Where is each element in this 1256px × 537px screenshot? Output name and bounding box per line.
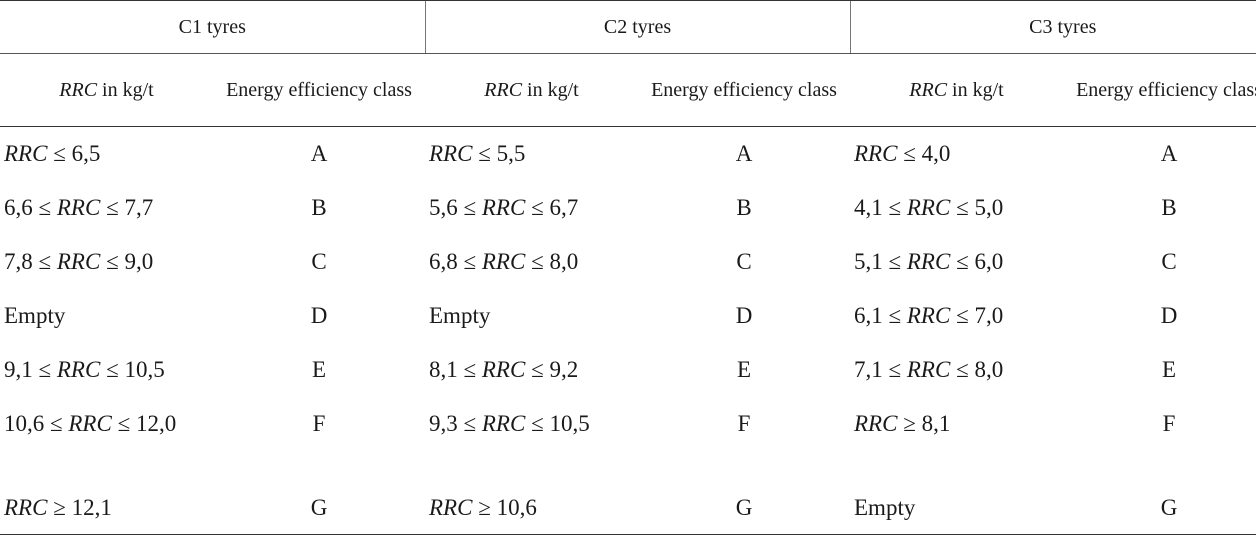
rrc-range-cell: 6,1 ≤ RRC ≤ 7,0 — [854, 302, 1004, 328]
rrc-range-cell: Empty — [850, 480, 1063, 535]
rrc-range-cell: Empty — [429, 302, 491, 328]
class-header: Energy efficiency class — [1063, 53, 1256, 127]
energy-class-cell: G — [1063, 480, 1256, 535]
rrc-range-cell: RRC ≥ 8,1 — [854, 410, 951, 436]
sub-header-row: RRC in kg/t Energy efficiency class RRC … — [0, 53, 1256, 127]
group-header-row: C1 tyres C2 tyres C3 tyres — [0, 0, 1256, 54]
rrc-range-cell: RRC ≥ 12,1 — [0, 480, 213, 535]
table-row: 7,8 ≤ RRC ≤ 9,0 C 6,8 ≤ RRC ≤ 8,0 C 5,1 ≤ RR… — [0, 235, 1256, 289]
rrc-symbol: RRC — [909, 79, 948, 101]
table-body: RRC ≤ 6,5 A RRC ≤ 5,5 A RRC ≤ 4,0 A 6,6 ≤ RRC … — [0, 127, 1256, 535]
energy-class-cell: E — [311, 356, 327, 382]
rrc-range-cell: 7,8 ≤ RRC ≤ 9,0 — [4, 248, 154, 274]
rrc-symbol: RRC — [59, 79, 98, 101]
class-header: Energy efficiency class — [213, 53, 425, 127]
rrc-unit: in kg/t — [947, 79, 1004, 101]
energy-class-cell: A — [1160, 141, 1178, 166]
energy-class-cell: D — [735, 302, 753, 328]
energy-class-cell: D — [1160, 302, 1178, 328]
rrc-range-cell: 9,3 ≤ RRC ≤ 10,5 — [429, 410, 590, 436]
rrc-range-cell: 5,6 ≤ RRC ≤ 6,7 — [429, 194, 579, 220]
table-row: Empty D Empty D 6,1 ≤ RRC ≤ 7,0 D — [0, 289, 1256, 343]
rrc-range-cell: RRC ≤ 4,0 — [854, 141, 951, 166]
rrc-range-cell: 9,1 ≤ RRC ≤ 10,5 — [4, 356, 165, 382]
table-row: 6,6 ≤ RRC ≤ 7,7 B 5,6 ≤ RRC ≤ 6,7 B 4,1 ≤ RR… — [0, 181, 1256, 235]
energy-class-cell: C — [311, 248, 327, 274]
rrc-header: RRC in kg/t — [0, 53, 213, 127]
table-row: 9,1 ≤ RRC ≤ 10,5 E 8,1 ≤ RRC ≤ 9,2 E 7,1 ≤ R… — [0, 343, 1256, 397]
group-header-c2: C2 tyres — [424, 0, 850, 54]
energy-class-cell: G — [638, 480, 850, 535]
energy-class-cell: A — [310, 141, 328, 166]
table-row: RRC ≥ 12,1 G RRC ≥ 10,6 G Empty G — [0, 480, 1256, 535]
rrc-unit: in kg/t — [522, 79, 579, 101]
rrc-range-cell: 5,1 ≤ RRC ≤ 6,0 — [854, 248, 1004, 274]
rrc-range-cell: 8,1 ≤ RRC ≤ 9,2 — [429, 356, 579, 382]
energy-class-cell: E — [1161, 356, 1177, 382]
energy-class-cell: F — [1162, 410, 1176, 436]
energy-class-cell: E — [736, 356, 752, 382]
energy-class-cell: B — [311, 194, 327, 220]
table-row: RRC ≤ 6,5 A RRC ≤ 5,5 A RRC ≤ 4,0 A — [0, 127, 1256, 181]
group-header-c3: C3 tyres — [849, 0, 1256, 54]
energy-class-cell: G — [213, 480, 425, 535]
rrc-range-cell: 4,1 ≤ RRC ≤ 5,0 — [854, 194, 1004, 220]
energy-class-cell: F — [737, 410, 751, 436]
rrc-symbol: RRC — [484, 79, 523, 101]
rrc-range-cell: 6,8 ≤ RRC ≤ 8,0 — [429, 248, 579, 274]
rrc-unit: in kg/t — [97, 79, 154, 101]
group-header-c1: C1 tyres — [0, 0, 425, 54]
rrc-range-cell: RRC ≥ 10,6 — [425, 480, 638, 535]
rrc-range-cell: Empty — [4, 302, 66, 328]
rrc-header: RRC in kg/t — [425, 53, 638, 127]
rrc-range-cell: RRC ≤ 6,5 — [4, 141, 101, 166]
rrc-range-cell: 6,6 ≤ RRC ≤ 7,7 — [4, 194, 154, 220]
energy-class-cell: C — [1161, 248, 1177, 274]
rrc-range-cell: RRC ≤ 5,5 — [429, 141, 526, 166]
rrc-header: RRC in kg/t — [850, 53, 1063, 127]
energy-class-cell: C — [736, 248, 752, 274]
energy-class-cell: D — [310, 302, 328, 328]
energy-class-cell: F — [312, 410, 326, 436]
energy-class-cell: A — [735, 141, 753, 166]
table-row: 10,6 ≤ RRC ≤ 12,0 F 9,3 ≤ RRC ≤ 10,5 F RRC ≥… — [0, 397, 1256, 481]
energy-class-cell: B — [736, 194, 752, 220]
energy-class-cell: B — [1161, 194, 1177, 220]
rrc-range-cell: 7,1 ≤ RRC ≤ 8,0 — [854, 356, 1004, 382]
rrc-range-cell: 10,6 ≤ RRC ≤ 12,0 — [4, 410, 177, 436]
class-header: Energy efficiency class — [638, 53, 850, 127]
